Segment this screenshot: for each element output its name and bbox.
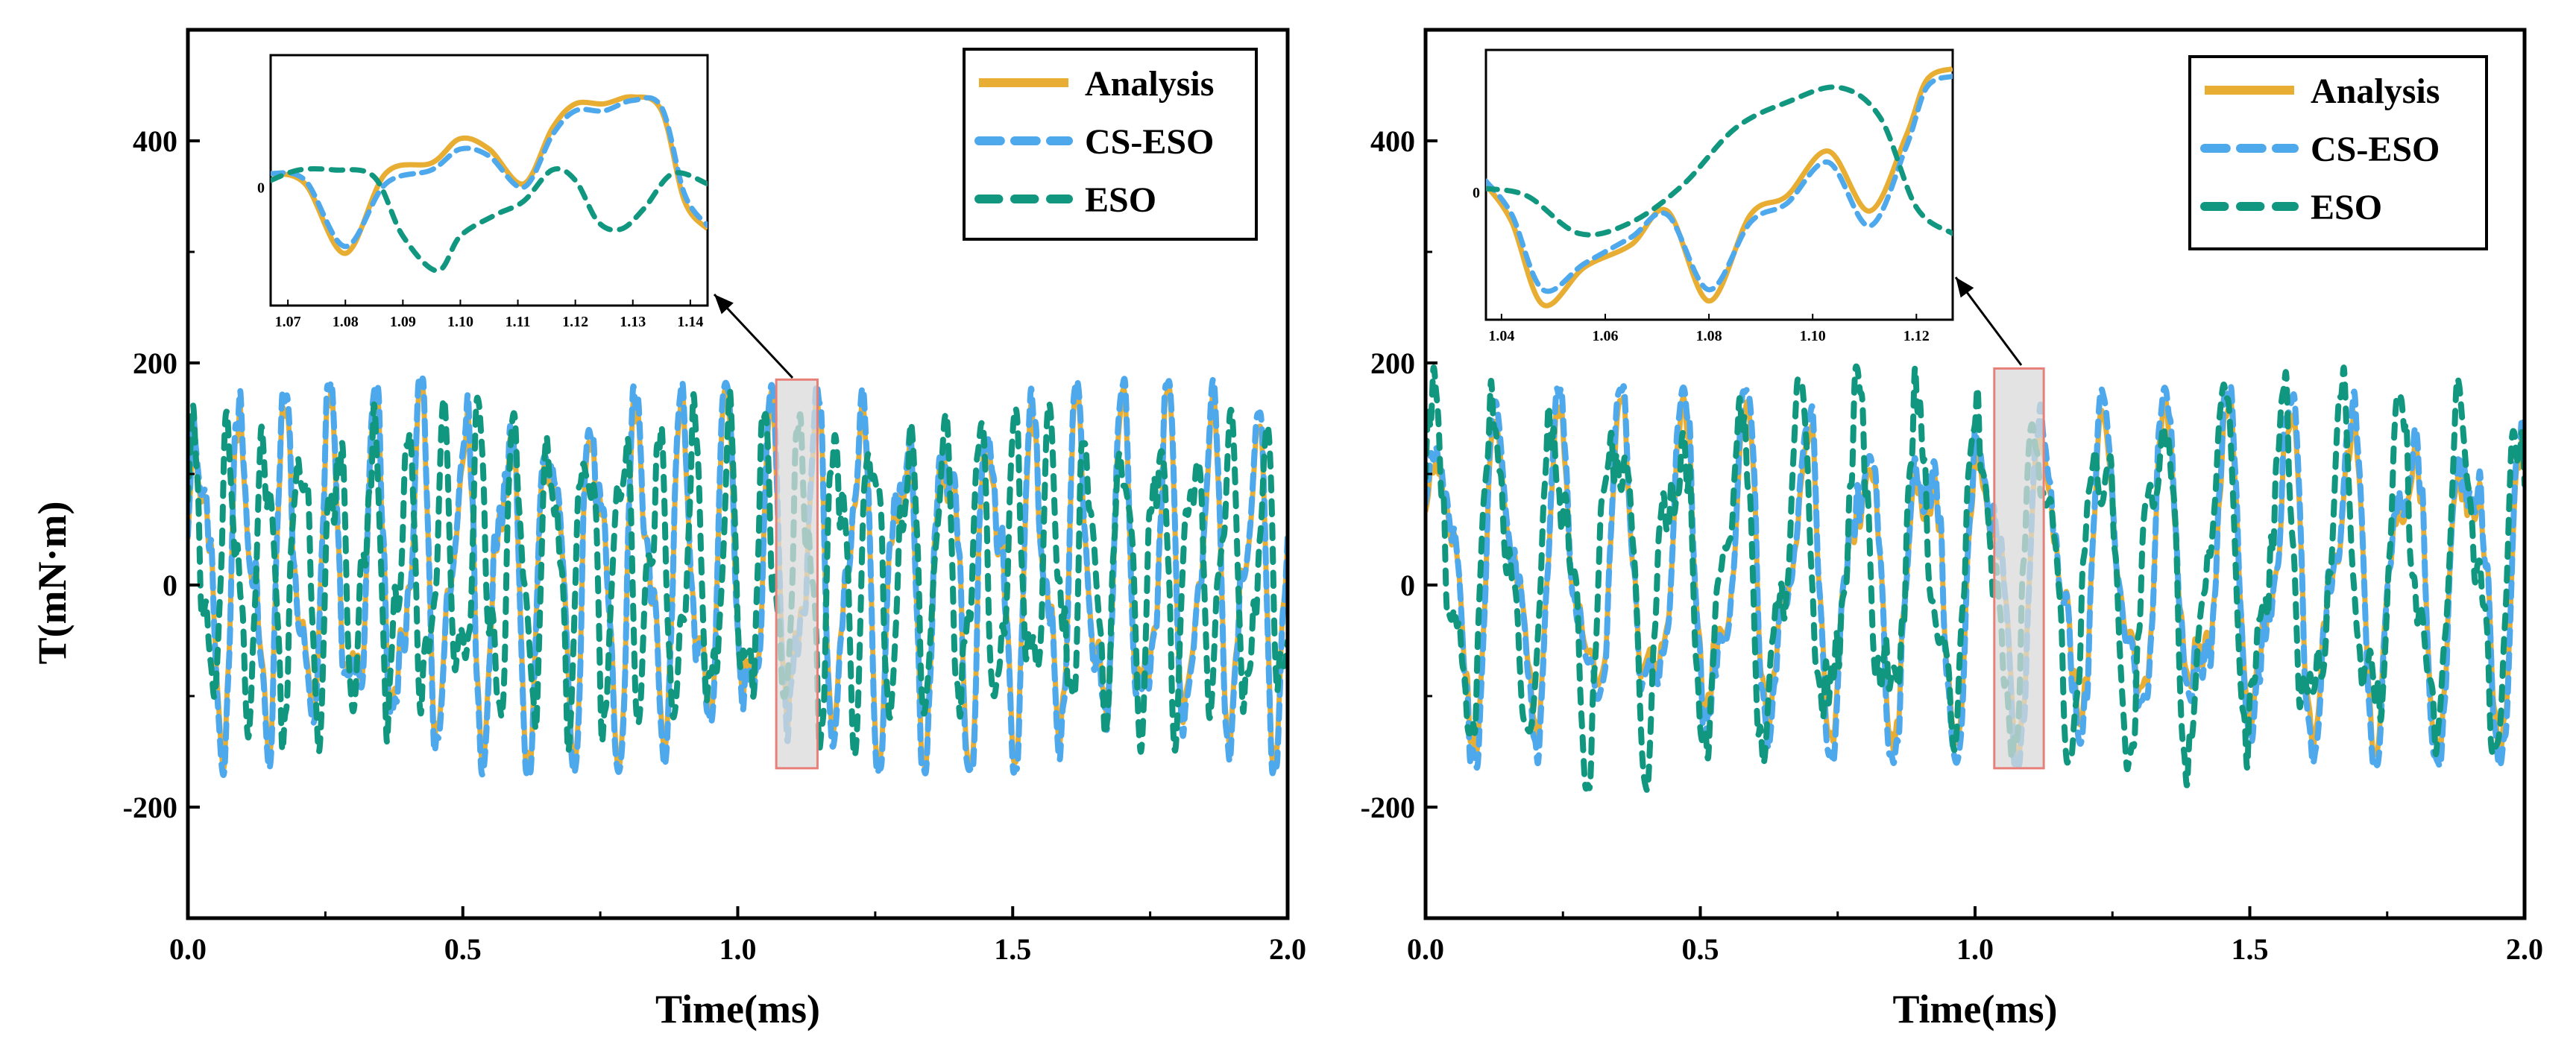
y-tick-label: 0: [163, 569, 177, 602]
y-tick-label: 200: [133, 347, 177, 380]
inset-x-tick-label: 1.10: [447, 314, 473, 330]
series-line-cs-eso: [1426, 383, 2525, 771]
legend-label: ESO: [2311, 188, 2382, 227]
inset-series-analysis: [271, 94, 708, 256]
legend: Analysis CS-ESO ESO: [2188, 55, 2488, 250]
inset-zoom-chart: 1.04 1.06 1.08 1.10 1.12 0: [1473, 48, 1954, 344]
right-chart: 0.0 0.5 1.0 1.5 2.0 -200 0 200 400 Time(ms) Analys…: [1361, 28, 2543, 1031]
legend: Analysis CS-ESO ESO: [963, 48, 1258, 241]
y-tick-label: 400: [1370, 124, 1415, 158]
inset-x-tick-label: 1.08: [1696, 328, 1722, 344]
inset-y-tick-label: 0: [257, 180, 265, 196]
y-axis-title-group: T(mN·m): [30, 502, 75, 665]
y-tick-label: 400: [133, 124, 177, 158]
legend-label: Analysis: [1085, 64, 1214, 104]
inset-x-tick-label: 1.04: [1488, 328, 1514, 344]
arrow-head: [1956, 277, 1974, 298]
plot-area: [188, 375, 1288, 778]
x-tick-label: 1.5: [994, 932, 1031, 966]
legend-label: CS-ESO: [1085, 122, 1214, 162]
inset-series-eso: [1486, 84, 1953, 238]
inset-x-tick-label: 1.09: [390, 314, 416, 330]
legend-label: Analysis: [2311, 72, 2440, 111]
inset-y-tick-label: 0: [1473, 185, 1480, 201]
inset-series-eso: [271, 166, 708, 274]
x-tick-label: 1.0: [719, 932, 757, 966]
inset-x-tick-label: 1.10: [1800, 328, 1826, 344]
inset-x-tick-label: 1.06: [1592, 328, 1618, 344]
x-tick-label: 2.0: [1269, 932, 1306, 966]
inset-x-tick-label: 1.14: [677, 314, 703, 330]
inset-frame: [269, 54, 709, 307]
inset-series-cs-eso: [271, 95, 708, 250]
inset-x-tick-label: 1.13: [620, 314, 646, 330]
inset-frame: [1484, 48, 1954, 321]
inset-zoom-chart: 1.07 1.08 1.09 1.10 1.11 1.12 1.13 1.14 0: [257, 54, 709, 330]
zoom-arrow: [1954, 276, 2023, 366]
legend-label: CS-ESO: [2311, 130, 2440, 169]
x-axis-title: Time(ms): [1893, 987, 2058, 1031]
y-tick-label: 200: [1370, 347, 1415, 380]
y-tick-label: -200: [123, 791, 177, 824]
left-chart: 0.0 0.5 1.0 1.5 2.0 -200 0 200 400 Time(ms) Analys…: [123, 28, 1306, 1031]
inset-series-analysis: [1486, 66, 1953, 309]
x-axis-title: Time(ms): [655, 987, 820, 1031]
x-tick-label: 1.0: [1956, 932, 1994, 966]
series-line-eso: [1426, 363, 2525, 793]
zoom-highlight-box: [1993, 367, 2045, 770]
inset-x-tick-label: 1.12: [1903, 328, 1930, 344]
legend-label: ESO: [1085, 180, 1156, 220]
zoom-highlight-box: [775, 378, 819, 770]
inset-x-tick-label: 1.12: [562, 314, 588, 330]
x-tick-label: 1.5: [2232, 932, 2269, 966]
y-axis-title: T(mN·m): [30, 502, 75, 665]
arrow-head: [714, 294, 734, 314]
x-tick-label: 0.0: [1407, 932, 1444, 966]
x-tick-label: 0.0: [169, 932, 207, 966]
x-tick-label: 0.5: [444, 932, 482, 966]
inset-x-tick-label: 1.08: [333, 314, 359, 330]
y-tick-label: -200: [1361, 791, 1415, 824]
plot-area: [1426, 363, 2525, 793]
x-tick-label: 0.5: [1682, 932, 1719, 966]
inset-x-tick-label: 1.07: [275, 314, 301, 330]
series-line-eso: [188, 388, 1288, 759]
zoom-arrow: [713, 293, 794, 379]
inset-x-tick-label: 1.11: [506, 314, 531, 330]
x-tick-label: 2.0: [2506, 932, 2543, 966]
y-tick-label: 0: [1400, 569, 1415, 602]
